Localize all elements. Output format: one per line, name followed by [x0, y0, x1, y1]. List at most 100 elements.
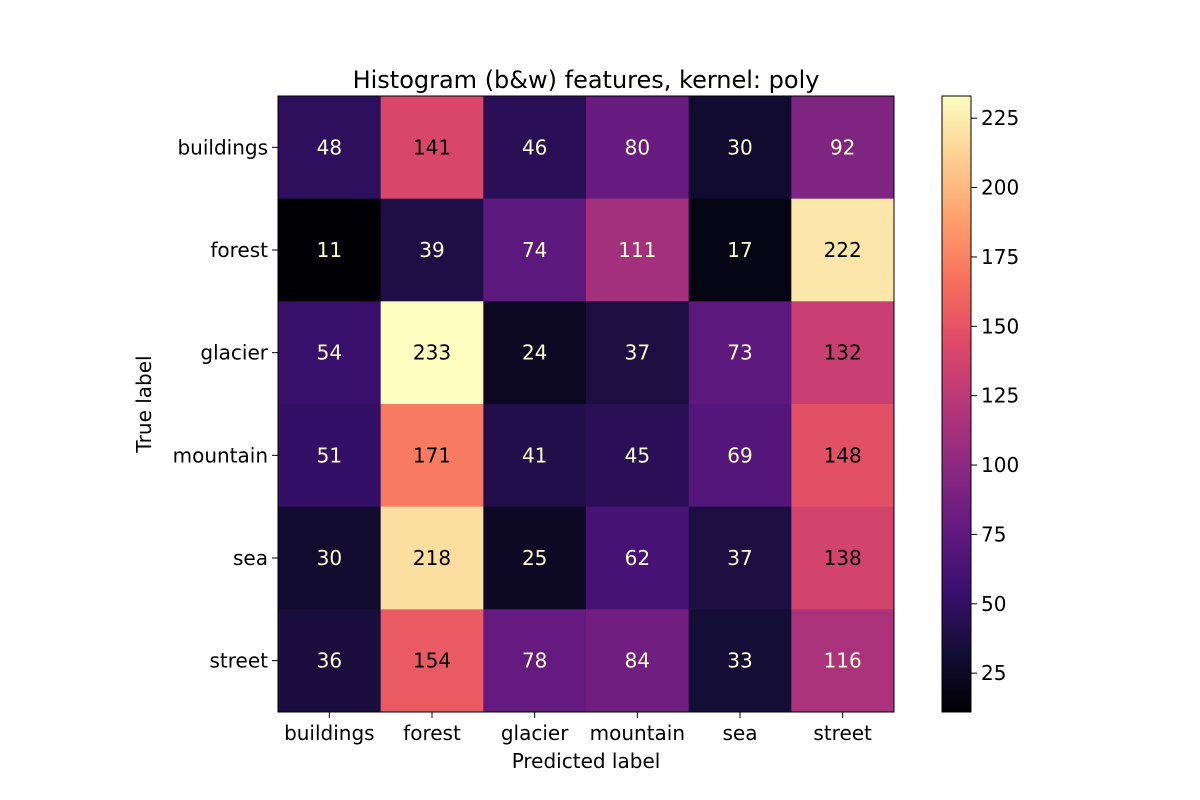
y-tick-label: street [210, 649, 269, 673]
heatmap-cell [483, 506, 587, 610]
cell-value-label: 84 [625, 649, 650, 673]
heatmap-cell [791, 506, 895, 610]
heatmap-cell [688, 198, 792, 302]
cell-value-label: 78 [522, 649, 547, 673]
heatmap-cell [586, 506, 690, 610]
heatmap-cell [586, 609, 690, 713]
heatmap-cell [483, 301, 587, 405]
colorbar-tick-label: 150 [981, 314, 1019, 338]
cell-value-label: 141 [413, 135, 451, 159]
heatmap-cell [483, 198, 587, 302]
colorbar-tick-label: 125 [981, 384, 1019, 408]
heatmap-cell [791, 404, 895, 508]
cell-value-label: 233 [413, 341, 451, 365]
y-axis-ticks: buildings forest glacier mountain sea street [173, 135, 278, 673]
heatmap-cell [688, 506, 792, 610]
heatmap-cell [380, 506, 484, 610]
cell-value-label: 80 [625, 135, 650, 159]
cell-value-label: 69 [727, 443, 752, 467]
x-tick-label: buildings [284, 721, 375, 745]
heatmap-cell [278, 198, 382, 302]
cell-value-label: 33 [727, 649, 752, 673]
cell-value-label: 30 [727, 135, 752, 159]
y-tick-label: mountain [173, 443, 268, 467]
colorbar-tick-label: 200 [981, 176, 1019, 200]
cell-value-label: 25 [522, 546, 547, 570]
heatmap-cell [380, 404, 484, 508]
cell-value-label: 39 [419, 238, 444, 262]
heatmap-cell [278, 96, 382, 200]
cell-value-label: 92 [830, 135, 855, 159]
cell-value-label: 116 [824, 649, 862, 673]
x-tick-label: forest [403, 721, 461, 745]
heatmap-cell [278, 609, 382, 713]
heatmap-cell [278, 506, 382, 610]
colorbar-tick-label: 100 [981, 453, 1019, 477]
heatmap-cell [278, 301, 382, 405]
heatmap-cell [688, 404, 792, 508]
heatmap-cell [791, 198, 895, 302]
colorbar-tick-label: 225 [981, 106, 1019, 130]
heatmap-cell [380, 96, 484, 200]
colorbar-tick-label: 175 [981, 245, 1019, 269]
heatmap-cell [791, 609, 895, 713]
heatmap-cells: 48 141 46 80 30 92 11 39 74 111 17 222 54 233 24 37 73 13… [278, 96, 895, 713]
heatmap-cell [688, 96, 792, 200]
heatmap-cell [688, 609, 792, 713]
colorbar-tick-label: 25 [981, 661, 1006, 685]
x-tick-label: sea [723, 721, 758, 745]
cell-value-label: 62 [625, 546, 650, 570]
x-tick-label: mountain [590, 721, 685, 745]
heatmap-cell [380, 301, 484, 405]
cell-value-label: 111 [618, 238, 656, 262]
cell-value-label: 222 [824, 238, 862, 262]
cell-value-label: 45 [625, 443, 650, 467]
cell-value-label: 138 [824, 546, 862, 570]
cell-value-label: 37 [625, 341, 650, 365]
cell-value-label: 41 [522, 443, 547, 467]
y-tick-label: sea [233, 546, 268, 570]
colorbar [941, 95, 972, 713]
y-tick-label: forest [210, 238, 268, 262]
cell-value-label: 17 [727, 238, 752, 262]
cell-value-label: 37 [727, 546, 752, 570]
y-axis-label: True label [132, 355, 156, 453]
cell-value-label: 73 [727, 341, 752, 365]
cell-value-label: 54 [317, 341, 342, 365]
heatmap-cell [483, 404, 587, 508]
heatmap-cell [586, 96, 690, 200]
x-tick-label: glacier [501, 721, 569, 745]
heatmap-cell [483, 96, 587, 200]
cell-value-label: 36 [317, 649, 342, 673]
chart-title: Histogram (b&w) features, kernel: poly [353, 66, 820, 94]
heatmap-cell [483, 609, 587, 713]
colorbar-ticks: 25 50 75 100 125 150 175 200 225 [971, 106, 1019, 685]
heatmap-cell [586, 198, 690, 302]
plot-frame [277, 95, 895, 713]
x-axis-label: Predicted label [512, 749, 661, 773]
cell-value-label: 154 [413, 649, 451, 673]
colorbar-tick-label: 50 [981, 592, 1006, 616]
cell-value-label: 74 [522, 238, 547, 262]
heatmap-cell [586, 301, 690, 405]
cell-value-label: 132 [824, 341, 862, 365]
heatmap-cell [278, 404, 382, 508]
cell-value-label: 11 [317, 238, 342, 262]
cell-value-label: 171 [413, 443, 451, 467]
cell-value-label: 218 [413, 546, 451, 570]
heatmap-cell [586, 404, 690, 508]
heatmap-cell [688, 301, 792, 405]
x-axis-ticks: buildings forest glacier mountain sea street [284, 712, 872, 745]
heatmap-cell [380, 198, 484, 302]
cell-value-label: 148 [824, 443, 862, 467]
y-tick-label: buildings [177, 135, 268, 159]
heatmap-cell [791, 96, 895, 200]
heatmap-cell [791, 301, 895, 405]
x-tick-label: street [813, 721, 872, 745]
cell-value-label: 24 [522, 341, 547, 365]
colorbar-tick-label: 75 [981, 522, 1006, 546]
cell-value-label: 30 [317, 546, 342, 570]
heatmap-cell [380, 609, 484, 713]
cell-value-label: 46 [522, 135, 547, 159]
y-tick-label: glacier [200, 341, 268, 365]
